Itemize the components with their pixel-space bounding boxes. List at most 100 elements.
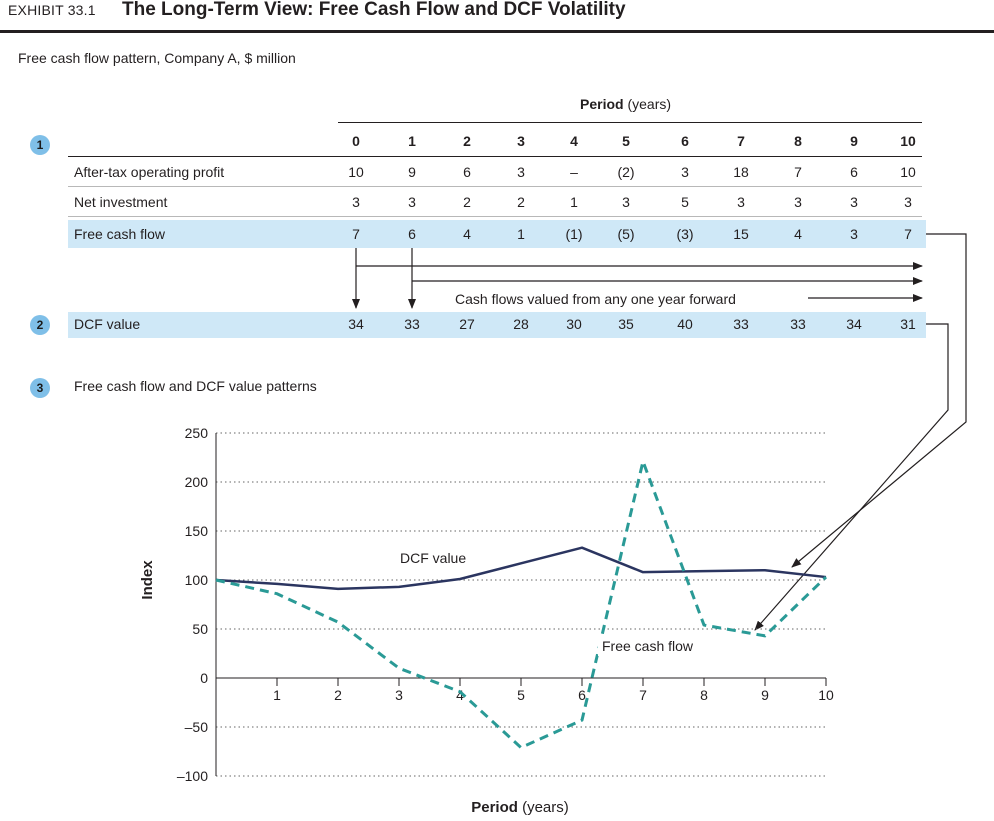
dcf-series-label: DCF value (400, 550, 466, 566)
period-8-header: 8 (794, 133, 802, 149)
period-7-header: 7 (737, 133, 745, 149)
dcf-cell: 30 (566, 316, 582, 332)
fcf-series-line (215, 459, 828, 750)
period-9-header: 9 (850, 133, 858, 149)
table-cell: 7 (904, 226, 912, 242)
section-badge-3: 3 (30, 378, 50, 398)
dcf-row-highlight (68, 312, 926, 338)
period-0-header: 0 (352, 133, 360, 149)
row-divider (68, 186, 922, 187)
fcf-to-chart-arrow (791, 233, 967, 568)
period-header-unit: (years) (627, 96, 672, 112)
dcf-row-label: DCF value (74, 316, 141, 332)
y-tick-label: –100 (177, 768, 208, 784)
table-cell: 7 (794, 164, 802, 180)
y-tick-label: 200 (185, 474, 209, 490)
dcf-cell: 34 (348, 316, 364, 332)
x-axis-title-label: Period (471, 799, 518, 816)
table-cell: – (570, 164, 578, 180)
x-tick-label: 1 (273, 687, 281, 703)
table-cell: 2 (463, 194, 471, 210)
dcf-cell: 33 (790, 316, 806, 332)
table-cell: 3 (352, 194, 360, 210)
table-cell: 7 (352, 226, 360, 242)
x-tick-label: 6 (578, 687, 586, 703)
dcf-cell: 33 (733, 316, 749, 332)
period-10-header: 10 (900, 133, 916, 149)
x-tick-label: 5 (517, 687, 525, 703)
table-header-rule (68, 156, 922, 157)
x-tick-label: 2 (334, 687, 342, 703)
dcf-cell: 27 (459, 316, 475, 332)
exhibit-title: The Long-Term View: Free Cash Flow and D… (122, 0, 626, 20)
period-2-header: 2 (463, 133, 471, 149)
dcf-cell: 40 (677, 316, 693, 332)
y-tick-label: 100 (185, 572, 209, 588)
table-cell: 2 (517, 194, 525, 210)
x-tick-label: 3 (395, 687, 403, 703)
period-header-label: Period (580, 96, 624, 112)
dcf-cell: 31 (900, 316, 916, 332)
title-rule (0, 30, 994, 33)
table-cell: 18 (733, 164, 749, 180)
table-cell: (3) (676, 226, 694, 242)
table-cell: 5 (681, 194, 689, 210)
section-badge-1: 1 (30, 135, 50, 155)
period-5-header: 5 (622, 133, 630, 149)
table-cell: 10 (348, 164, 364, 180)
dcf-cell: 28 (513, 316, 529, 332)
period-header: Period (years) (580, 96, 671, 112)
x-axis-title: Period (years) (471, 799, 569, 816)
y-tick-label: 0 (200, 670, 208, 686)
y-tick-label: 150 (185, 523, 209, 539)
y-axis-title: Index (139, 560, 156, 600)
exhibit-subtitle: Free cash flow pattern, Company A, $ mil… (18, 50, 296, 66)
table-cell: 3 (850, 194, 858, 210)
table-cell: 4 (794, 226, 802, 242)
table-cell: 9 (408, 164, 416, 180)
table-cell: 6 (463, 164, 471, 180)
x-tick-label: 4 (456, 687, 464, 703)
y-tick-label: –50 (185, 719, 209, 735)
table-cell: 10 (900, 164, 916, 180)
table-cell: 3 (408, 194, 416, 210)
table-row-label: Net investment (74, 194, 168, 210)
table-row-label: After-tax operating profit (74, 164, 225, 180)
table-cell: 3 (622, 194, 630, 210)
x-tick-label: 9 (761, 687, 769, 703)
y-tick-label: 50 (192, 621, 208, 637)
dcf-series-line (215, 546, 827, 591)
table-cell: 3 (517, 164, 525, 180)
section-3-title: Free cash flow and DCF value patterns (74, 378, 317, 394)
table-cell: (2) (617, 164, 635, 180)
table-cell: 6 (408, 226, 416, 242)
table-cell: 3 (850, 226, 858, 242)
period-4-header: 4 (570, 133, 578, 149)
dcf-to-chart-arrow (754, 323, 949, 631)
period-6-header: 6 (681, 133, 689, 149)
fcf-series-label: Free cash flow (602, 638, 694, 654)
table-cell: 3 (794, 194, 802, 210)
table-top-rule (338, 122, 922, 123)
period-3-header: 3 (517, 133, 525, 149)
table-cell: (1) (565, 226, 583, 242)
x-tick-label: 8 (700, 687, 708, 703)
table-cell: 4 (463, 226, 471, 242)
forward-valuation-note: Cash flows valued from any one year forw… (452, 291, 739, 307)
exhibit-number: EXHIBIT 33.1 (8, 2, 96, 18)
table-row-label: Free cash flow (74, 226, 166, 242)
table-cell: 3 (904, 194, 912, 210)
table-cell: 3 (737, 194, 745, 210)
table-cell: 1 (570, 194, 578, 210)
table-cell: 3 (681, 164, 689, 180)
table-cell: 1 (517, 226, 525, 242)
table-cell: (5) (617, 226, 635, 242)
dcf-cell: 33 (404, 316, 420, 332)
dcf-cell: 35 (618, 316, 634, 332)
dcf-cell: 34 (846, 316, 862, 332)
section-badge-2: 2 (30, 315, 50, 335)
row-divider (68, 216, 922, 217)
period-1-header: 1 (408, 133, 416, 149)
